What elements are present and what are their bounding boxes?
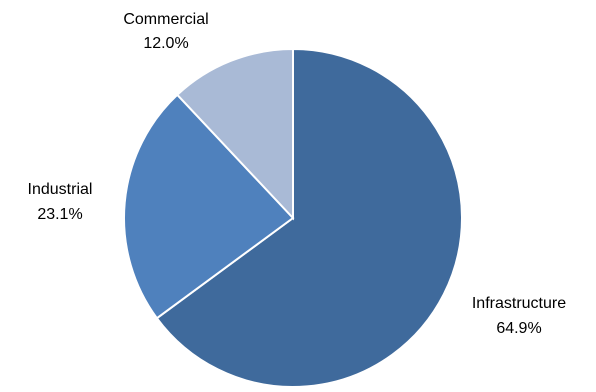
slice-label-commercial: Commercial <box>123 11 208 28</box>
slice-label-infrastructure: Infrastructure <box>472 295 566 312</box>
slice-value-label-industrial: 23.1% <box>37 206 82 223</box>
slice-value-label-infrastructure: 64.9% <box>496 320 541 337</box>
pie-slice-infrastructure <box>155 47 463 388</box>
slice-value-label-commercial: 12.0% <box>143 35 188 52</box>
pie-slice-commercial <box>175 47 294 221</box>
slice-label-industrial: Industrial <box>28 181 93 198</box>
pie-slice-industrial <box>122 93 295 320</box>
